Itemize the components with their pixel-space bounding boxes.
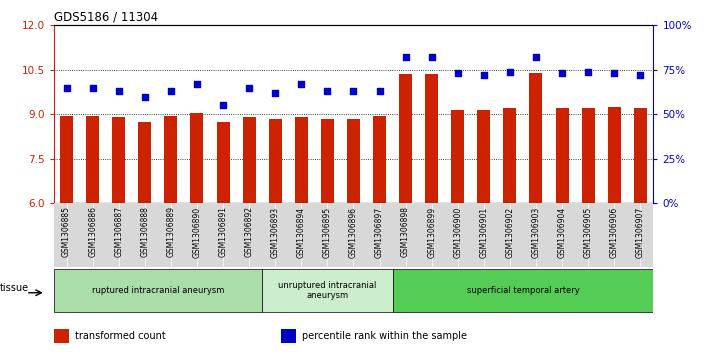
Bar <box>399 74 412 203</box>
Point <box>191 81 203 87</box>
Bar <box>86 116 99 203</box>
Point <box>61 85 72 90</box>
Text: GSM1306888: GSM1306888 <box>141 207 149 257</box>
Bar <box>477 110 491 203</box>
Text: superficial temporal artery: superficial temporal artery <box>466 286 579 295</box>
Text: GSM1306905: GSM1306905 <box>583 207 593 258</box>
Point <box>556 70 568 76</box>
Text: transformed count: transformed count <box>74 331 166 341</box>
Bar <box>530 73 543 203</box>
Text: GSM1306887: GSM1306887 <box>114 207 124 257</box>
Point <box>504 69 516 74</box>
Text: GSM1306904: GSM1306904 <box>558 207 566 258</box>
Text: GSM1306897: GSM1306897 <box>375 207 384 258</box>
Bar <box>60 116 73 203</box>
Bar <box>295 117 308 203</box>
Text: GSM1306906: GSM1306906 <box>610 207 619 258</box>
Point <box>113 88 124 94</box>
Text: GSM1306894: GSM1306894 <box>297 207 306 258</box>
Text: unruptured intracranial
aneurysm: unruptured intracranial aneurysm <box>278 281 376 300</box>
Point <box>374 88 386 94</box>
Bar <box>634 109 647 203</box>
Bar <box>139 122 151 203</box>
Bar <box>582 109 595 203</box>
Point <box>348 88 359 94</box>
Bar <box>347 119 360 203</box>
Text: GSM1306885: GSM1306885 <box>62 207 71 257</box>
Point <box>243 85 255 90</box>
Bar <box>164 116 177 203</box>
Text: GSM1306900: GSM1306900 <box>453 207 462 258</box>
Bar <box>608 107 620 203</box>
Text: GSM1306898: GSM1306898 <box>401 207 410 257</box>
Point <box>217 102 228 108</box>
Text: tissue: tissue <box>0 283 29 293</box>
Point <box>452 70 463 76</box>
Text: GSM1306895: GSM1306895 <box>323 207 332 258</box>
Bar <box>281 329 296 343</box>
Text: GSM1306886: GSM1306886 <box>88 207 97 257</box>
Point <box>165 88 176 94</box>
Text: GSM1306892: GSM1306892 <box>245 207 253 257</box>
Point <box>321 88 333 94</box>
Point <box>139 94 151 99</box>
Point <box>583 69 594 74</box>
Bar <box>425 74 438 203</box>
Bar <box>451 110 464 203</box>
Bar <box>112 117 125 203</box>
Text: percentile rank within the sample: percentile rank within the sample <box>303 331 468 341</box>
Text: GSM1306903: GSM1306903 <box>531 207 540 258</box>
Text: GSM1306907: GSM1306907 <box>635 207 645 258</box>
Text: GSM1306890: GSM1306890 <box>193 207 201 258</box>
Bar <box>243 117 256 203</box>
Point <box>531 54 542 60</box>
FancyBboxPatch shape <box>393 269 653 311</box>
Bar <box>54 329 69 343</box>
Text: GSM1306893: GSM1306893 <box>271 207 280 258</box>
Text: ruptured intracranial aneurysm: ruptured intracranial aneurysm <box>91 286 224 295</box>
FancyBboxPatch shape <box>54 269 262 311</box>
Text: GSM1306889: GSM1306889 <box>166 207 176 257</box>
Point <box>400 54 411 60</box>
Text: GSM1306901: GSM1306901 <box>479 207 488 258</box>
Point <box>296 81 307 87</box>
Text: GSM1306891: GSM1306891 <box>218 207 228 257</box>
Bar <box>191 113 203 203</box>
Text: GSM1306902: GSM1306902 <box>506 207 514 258</box>
Bar <box>54 203 653 267</box>
Point <box>478 72 490 78</box>
Bar <box>373 116 386 203</box>
FancyBboxPatch shape <box>262 269 393 311</box>
Point <box>635 72 646 78</box>
Bar <box>268 119 282 203</box>
Bar <box>321 119 334 203</box>
Point <box>269 90 281 96</box>
Text: GDS5186 / 11304: GDS5186 / 11304 <box>54 11 158 24</box>
Bar <box>216 122 230 203</box>
Text: GSM1306899: GSM1306899 <box>427 207 436 258</box>
Text: GSM1306896: GSM1306896 <box>349 207 358 258</box>
Point <box>87 85 99 90</box>
Point <box>426 54 438 60</box>
Bar <box>503 109 516 203</box>
Bar <box>555 109 568 203</box>
Point <box>608 70 620 76</box>
